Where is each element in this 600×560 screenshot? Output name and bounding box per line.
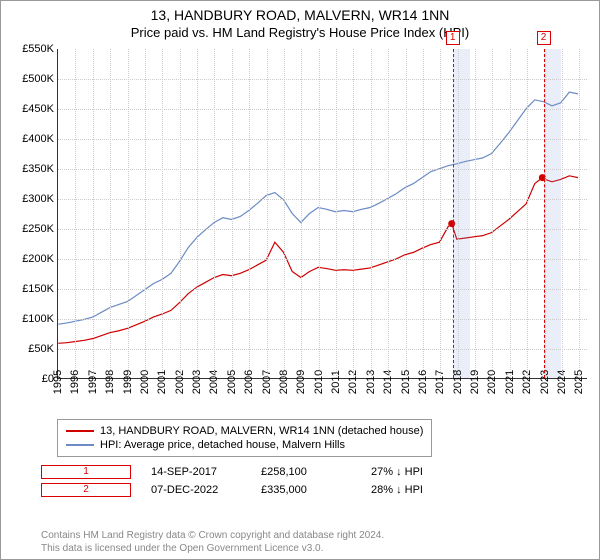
y-tick-label: £100K [22, 313, 54, 325]
sale-delta: 28% ↓ HPI [371, 484, 461, 496]
legend-label: 13, HANDBURY ROAD, MALVERN, WR14 1NN (de… [100, 425, 423, 437]
sale-marker-box: 2 [537, 31, 551, 45]
legend-swatch [66, 430, 94, 432]
legend-item: 13, HANDBURY ROAD, MALVERN, WR14 1NN (de… [66, 424, 423, 438]
y-tick-label: £500K [22, 73, 54, 85]
x-tick-label: 1995 [52, 370, 64, 394]
sale-marker-line [453, 49, 454, 378]
y-tick-label: £450K [22, 103, 54, 115]
legend-swatch [66, 444, 94, 446]
y-tick-label: £350K [22, 163, 54, 175]
chart-title: 13, HANDBURY ROAD, MALVERN, WR14 1NN [1, 1, 599, 23]
y-tick-label: £50K [28, 343, 54, 355]
sale-row: 1 14-SEP-2017 £258,100 27% ↓ HPI [41, 463, 461, 481]
shaded-region [544, 49, 561, 378]
y-tick-label: £150K [22, 283, 54, 295]
sale-date: 14-SEP-2017 [151, 466, 241, 478]
footer-text: Contains HM Land Registry data © Crown c… [41, 529, 384, 555]
sale-price: £335,000 [261, 484, 351, 496]
sale-index-box: 1 [41, 465, 131, 479]
sale-marker-box: 1 [446, 31, 460, 45]
y-tick-label: £300K [22, 193, 54, 205]
sales-table: 1 14-SEP-2017 £258,100 27% ↓ HPI 2 07-DEC-202… [41, 463, 461, 499]
sale-index-box: 2 [41, 483, 131, 497]
sale-row: 2 07-DEC-2022 £335,000 28% ↓ HPI [41, 481, 461, 499]
sale-price: £258,100 [261, 466, 351, 478]
footer-line1: Contains HM Land Registry data © Crown c… [41, 529, 384, 542]
sale-date: 07-DEC-2022 [151, 484, 241, 496]
legend-label: HPI: Average price, detached house, Malv… [100, 439, 345, 451]
sale-delta: 27% ↓ HPI [371, 466, 461, 478]
y-tick-label: £400K [22, 133, 54, 145]
footer-line2: This data is licensed under the Open Gov… [41, 542, 384, 555]
sale-marker-line [544, 49, 545, 378]
chart-area: £0£50K£100K£150K£200K£250K£300K£350K£400… [57, 49, 587, 379]
chart-container: 13, HANDBURY ROAD, MALVERN, WR14 1NN Pri… [0, 0, 600, 560]
legend-item: HPI: Average price, detached house, Malv… [66, 438, 423, 452]
y-tick-label: £550K [22, 43, 54, 55]
y-tick-label: £200K [22, 253, 54, 265]
shaded-region [453, 49, 470, 378]
chart-subtitle: Price paid vs. HM Land Registry's House … [1, 23, 599, 44]
plot-svg [58, 49, 587, 378]
legend-box: 13, HANDBURY ROAD, MALVERN, WR14 1NN (de… [57, 419, 432, 457]
y-tick-label: £250K [22, 223, 54, 235]
plot-region: £0£50K£100K£150K£200K£250K£300K£350K£400… [57, 49, 587, 379]
